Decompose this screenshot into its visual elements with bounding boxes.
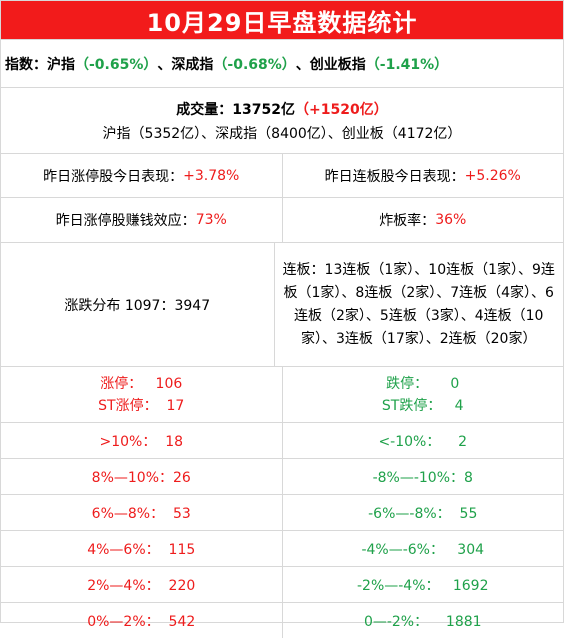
volume-total: 成交量：13752亿（+1520亿）: [176, 99, 387, 119]
range-row: >10%： 18 <-10%： 2: [1, 422, 563, 458]
limitup-performance-value: +3.78%: [183, 167, 240, 184]
performance-row: 昨日涨停股今日表现： +3.78% 昨日连板股今日表现： +5.26%: [1, 153, 563, 197]
down-range-cell: -6%—-8%： 55: [281, 495, 564, 530]
sz-index-name: 深成指: [171, 56, 214, 73]
limitdown-count: 跌停： 0: [386, 375, 460, 392]
st-limitup-count: ST涨停： 17: [98, 397, 185, 414]
limits-row: 涨停： 106 ST涨停： 17 跌停： 0 ST跌停： 4: [1, 366, 563, 422]
down-range-cell: -4%—-6%： 304: [281, 531, 564, 566]
up-range-cell: 2%—4%： 220: [87, 577, 196, 594]
indices-label: 指数：: [5, 56, 47, 73]
volume-change: （+1520亿）: [295, 101, 388, 118]
up-range-cell: 6%—8%： 53: [91, 505, 191, 522]
limitup-cell: 涨停： 106 ST涨停： 17: [1, 367, 282, 422]
limitup-performance-label: 昨日涨停股今日表现：: [43, 168, 184, 185]
down-range-cell: -8%—-10%：8: [281, 459, 564, 494]
break-rate-label: 炸板率：: [379, 213, 436, 229]
limitdown-cell: 跌停： 0 ST跌停： 4: [281, 367, 564, 422]
separator: 、: [295, 56, 310, 73]
indices-row: 指数： 沪指 （-0.65%） 、 深成指 （-0.68%） 、 创业板指 （-…: [1, 39, 563, 87]
range-row: 4%—6%： 115 -4%—-6%： 304: [1, 530, 563, 566]
up-range-cell: 4%—6%： 115: [87, 541, 196, 558]
break-rate-value: 36%: [435, 212, 467, 228]
effect-row: 昨日涨停股赚钱效应： 73% 炸板率： 36%: [1, 197, 563, 242]
cy-index-change: （-1.41%）: [365, 56, 449, 73]
volume-breakdown: 沪指（5352亿）、深成指（8400亿）、创业板（4172亿）: [102, 125, 462, 142]
consecutive-performance-value: +5.26%: [464, 167, 521, 184]
up-range-cell: 0%—2%： 542: [87, 613, 196, 630]
distribution-row: 涨跌分布 1097：3947 连板：13连板（1家）、10连板（1家）、9连板（…: [1, 242, 563, 366]
page-title: 10月29日早盘数据统计: [1, 1, 563, 39]
break-rate-cell: 炸板率： 36%: [281, 198, 564, 242]
consecutive-performance-cell: 昨日连板股今日表现： +5.26%: [281, 154, 564, 197]
volume-label: 成交量：13752亿: [176, 101, 295, 118]
profit-effect-value: 73%: [195, 212, 227, 228]
profit-effect-cell: 昨日涨停股赚钱效应： 73%: [1, 198, 282, 242]
distribution-cell: 涨跌分布 1097：3947: [64, 297, 211, 314]
profit-effect-label: 昨日涨停股赚钱效应：: [55, 213, 196, 229]
range-row: 8%—10%：26 -8%—-10%：8: [1, 458, 563, 494]
volume-row: 成交量：13752亿（+1520亿） 沪指（5352亿）、深成指（8400亿）、…: [1, 87, 563, 153]
down-range-cell: <-10%： 2: [281, 423, 564, 458]
sz-index-change: （-0.68%）: [213, 56, 296, 73]
range-row: 2%—4%： 220 -2%—-4%： 1692: [1, 566, 563, 602]
st-limitdown-count: ST跌停： 4: [381, 397, 464, 414]
consecutive-performance-label: 昨日连板股今日表现：: [324, 168, 465, 185]
up-range-cell: >10%： 18: [99, 433, 184, 450]
down-range-cell: -2%—-4%： 1692: [281, 567, 564, 602]
range-row: 0%—2%： 542 0—-2%： 1881: [1, 602, 563, 638]
cy-index-name: 创业板指: [309, 56, 366, 73]
limitup-count: 涨停： 106: [100, 375, 183, 392]
range-row: 6%—8%： 53 -6%—-8%： 55: [1, 494, 563, 530]
sh-index-change: （-0.65%）: [75, 56, 158, 73]
down-range-cell: 0—-2%： 1881: [281, 603, 564, 638]
limitup-performance-cell: 昨日涨停股今日表现： +3.78%: [1, 154, 282, 197]
sh-index-name: 沪指: [47, 56, 75, 73]
up-range-cell: 8%—10%：26: [91, 469, 191, 486]
separator: 、: [157, 56, 172, 73]
consecutive-boards-cell: 连板：13连板（1家）、10连板（1家）、9连板（1家）、8连板（2家）、7连板…: [273, 243, 564, 366]
